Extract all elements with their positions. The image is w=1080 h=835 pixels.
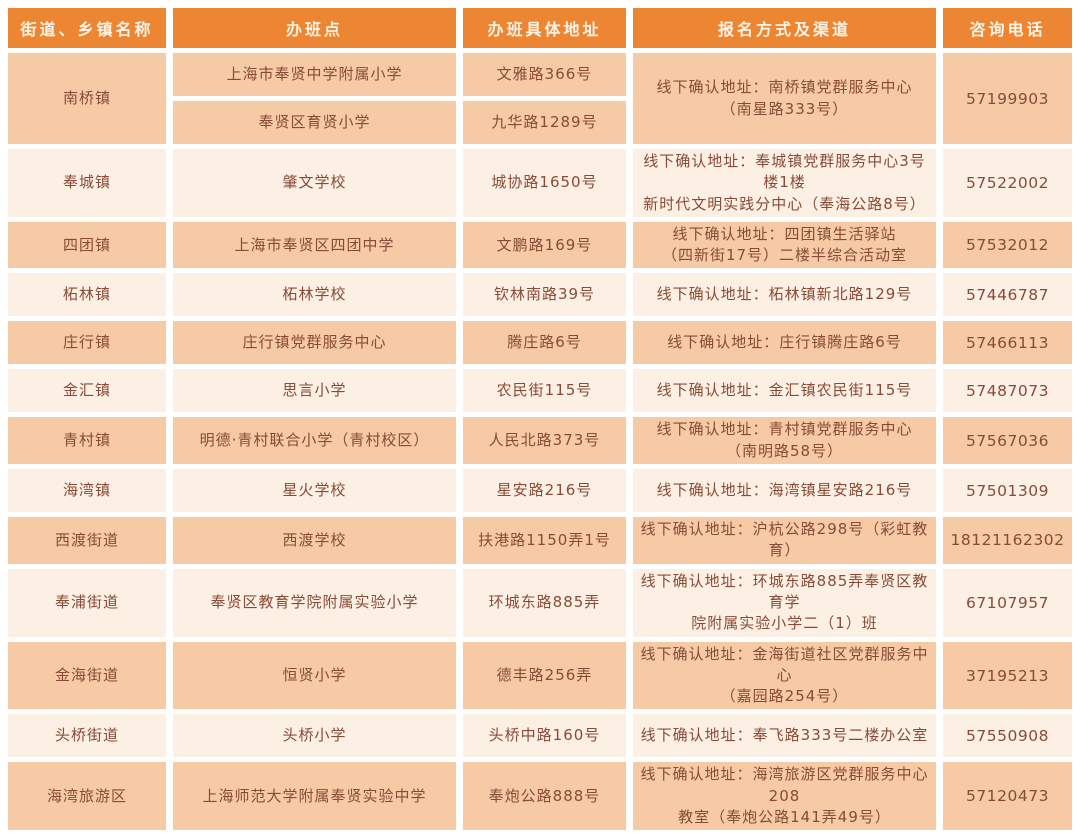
phone-cell: 57550908: [943, 714, 1072, 758]
site-cell: 奉贤区教育学院附属实验小学: [173, 568, 456, 637]
address-cell: 文雅路366号: [463, 53, 626, 96]
address-cell: 九华路1289号: [463, 101, 626, 144]
table-row: 海湾旅游区 上海师范大学附属奉贤实验中学 奉炮公路888号 线下确认地址：海湾旅游区党…: [8, 762, 1072, 831]
table-row: 金汇镇 思言小学 农民街115号 线下确认地址：金汇镇农民街115号 57487073: [8, 369, 1072, 413]
registration-cell: 线下确认地址：庄行镇腾庄路6号: [633, 321, 936, 365]
phone-cell: 57501309: [943, 469, 1072, 513]
phone-cell: 67107957: [943, 568, 1072, 637]
table-row: 金海街道 恒贤小学 德丰路256弄 线下确认地址：金海街道社区党群服务中心 （嘉园路2…: [8, 641, 1072, 710]
address-cell: 农民街115号: [463, 369, 626, 413]
registration-cell: 线下确认地址：环城东路885弄奉贤区教育学 院附属实验小学二（1）班: [633, 568, 936, 637]
table-row: 四团镇 上海市奉贤区四团中学 文鹏路169号 线下确认地址：四团镇生活驿站 （四新街1…: [8, 221, 1072, 269]
town-cell: 海湾镇: [8, 469, 166, 513]
site-cell: 头桥小学: [173, 714, 456, 758]
table-row: 柘林镇 柘林学校 钦林南路39号 线下确认地址：柘林镇新北路129号 57446787: [8, 273, 1072, 317]
site-cell: 上海市奉贤区四团中学: [173, 221, 456, 269]
registration-cell: 线下确认地址：南桥镇党群服务中心 （南星路333号）: [633, 53, 936, 144]
registration-cell: 线下确认地址：四团镇生活驿站 （四新街17号）二楼半综合活动室: [633, 221, 936, 269]
address-cell: 人民北路373号: [463, 417, 626, 465]
address-cell: 腾庄路6号: [463, 321, 626, 365]
town-cell: 金海街道: [8, 641, 166, 710]
site-cell: 上海市奉贤中学附属小学: [173, 53, 456, 96]
site-cell: 恒贤小学: [173, 641, 456, 710]
site-cell: 思言小学: [173, 369, 456, 413]
registration-cell: 线下确认地址：金海街道社区党群服务中心 （嘉园路254号）: [633, 641, 936, 710]
phone-cell: 18121162302: [943, 517, 1072, 564]
site-cell: 奉贤区育贤小学: [173, 101, 456, 144]
site-cell: 上海师范大学附属奉贤实验中学: [173, 762, 456, 831]
column-header-site: 办班点: [173, 8, 456, 48]
site-cell: 庄行镇党群服务中心: [173, 321, 456, 365]
column-header-address: 办班具体地址: [463, 8, 626, 48]
table-row: 南桥镇 上海市奉贤中学附属小学 文雅路366号 线下确认地址：南桥镇党群服务中心 （南…: [8, 53, 1072, 144]
registration-points-table: 街道、乡镇名称 办班点 办班具体地址 报名方式及渠道 咨询电话 南桥镇 上海市奉贤…: [1, 3, 1079, 835]
phone-cell: 37195213: [943, 641, 1072, 710]
registration-cell: 线下确认地址：海湾旅游区党群服务中心208 教室（奉炮公路141弄49号）: [633, 762, 936, 831]
table-body: 南桥镇 上海市奉贤中学附属小学 文雅路366号 线下确认地址：南桥镇党群服务中心 （南…: [8, 53, 1072, 831]
registration-cell: 线下确认地址：奉城镇党群服务中心3号楼1楼 新时代文明实践分中心（奉海公路8号）: [633, 149, 936, 217]
town-cell: 奉城镇: [8, 149, 166, 217]
phone-cell: 57522002: [943, 149, 1072, 217]
town-cell: 南桥镇: [8, 53, 166, 144]
address-cell: 头桥中路160号: [463, 714, 626, 758]
address-cell: 星安路216号: [463, 469, 626, 513]
table-row: 海湾镇 星火学校 星安路216号 线下确认地址：海湾镇星安路216号 57501309: [8, 469, 1072, 513]
registration-cell: 线下确认地址：奉飞路333号二楼办公室: [633, 714, 936, 758]
town-cell: 庄行镇: [8, 321, 166, 365]
registration-cell: 线下确认地址：金汇镇农民街115号: [633, 369, 936, 413]
town-cell: 头桥街道: [8, 714, 166, 758]
column-header-town: 街道、乡镇名称: [8, 8, 166, 48]
registration-cell: 线下确认地址：海湾镇星安路216号: [633, 469, 936, 513]
site-cell: 肇文学校: [173, 149, 456, 217]
phone-cell: 57199903: [943, 53, 1072, 144]
town-cell: 西渡街道: [8, 517, 166, 564]
town-cell: 奉浦街道: [8, 568, 166, 637]
town-cell: 海湾旅游区: [8, 762, 166, 831]
address-cell: 德丰路256弄: [463, 641, 626, 710]
site-cell: 柘林学校: [173, 273, 456, 317]
town-cell: 柘林镇: [8, 273, 166, 317]
table-row: 奉浦街道 奉贤区教育学院附属实验小学 环城东路885弄 线下确认地址：环城东路885弄…: [8, 568, 1072, 637]
table-row: 庄行镇 庄行镇党群服务中心 腾庄路6号 线下确认地址：庄行镇腾庄路6号 57466113: [8, 321, 1072, 365]
table-row: 奉城镇 肇文学校 城协路1650号 线下确认地址：奉城镇党群服务中心3号楼1楼 新时代…: [8, 149, 1072, 217]
table-row: 奉贤区育贤小学 九华路1289号: [8, 101, 1072, 144]
phone-cell: 57120473: [943, 762, 1072, 831]
town-cell: 四团镇: [8, 221, 166, 269]
phone-cell: 57567036: [943, 417, 1072, 465]
address-cell: 钦林南路39号: [463, 273, 626, 317]
registration-cell: 线下确认地址：青村镇党群服务中心 （南明路58号）: [633, 417, 936, 465]
address-cell: 环城东路885弄: [463, 568, 626, 637]
table-header-row: 街道、乡镇名称 办班点 办班具体地址 报名方式及渠道 咨询电话: [8, 8, 1072, 48]
registration-cell: 线下确认地址：沪杭公路298号（彩虹教育）: [633, 517, 936, 564]
town-cell: 金汇镇: [8, 369, 166, 413]
column-header-phone: 咨询电话: [943, 8, 1072, 48]
phone-cell: 57532012: [943, 221, 1072, 269]
table-row: 头桥街道 头桥小学 头桥中路160号 线下确认地址：奉飞路333号二楼办公室 57550…: [8, 714, 1072, 758]
site-cell: 明德·青村联合小学（青村校区）: [173, 417, 456, 465]
town-cell: 青村镇: [8, 417, 166, 465]
phone-cell: 57466113: [943, 321, 1072, 365]
address-cell: 扶港路1150弄1号: [463, 517, 626, 564]
registration-cell: 线下确认地址：柘林镇新北路129号: [633, 273, 936, 317]
table-row: 青村镇 明德·青村联合小学（青村校区） 人民北路373号 线下确认地址：青村镇党群服务…: [8, 417, 1072, 465]
address-cell: 城协路1650号: [463, 149, 626, 217]
site-cell: 星火学校: [173, 469, 456, 513]
column-header-registration: 报名方式及渠道: [633, 8, 936, 48]
address-cell: 奉炮公路888号: [463, 762, 626, 831]
phone-cell: 57487073: [943, 369, 1072, 413]
site-cell: 西渡学校: [173, 517, 456, 564]
phone-cell: 57446787: [943, 273, 1072, 317]
address-cell: 文鹏路169号: [463, 221, 626, 269]
table-row: 西渡街道 西渡学校 扶港路1150弄1号 线下确认地址：沪杭公路298号（彩虹教育） 1…: [8, 517, 1072, 564]
